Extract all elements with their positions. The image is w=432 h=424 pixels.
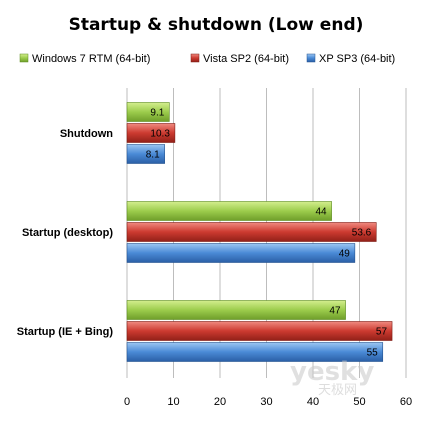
- tick-label: 30: [260, 396, 272, 408]
- data-label: 49: [339, 249, 351, 260]
- bar: [126, 243, 356, 263]
- data-label: 57: [376, 327, 388, 338]
- data-label: 8.1: [146, 150, 160, 161]
- labels: 0 10 20 30 40 50 60 Shutdown Startup (desktop) St…: [17, 108, 412, 409]
- tick-label: 40: [307, 396, 319, 408]
- chart-title: Startup & shutdown (Low end): [69, 15, 364, 35]
- data-label: 53.6: [352, 228, 372, 239]
- bar: [126, 123, 176, 143]
- legend-swatch: [19, 53, 29, 63]
- legend-item: Vista SP2 (64-bit): [190, 53, 289, 65]
- legend-item: Windows 7 RTM (64-bit): [19, 53, 150, 65]
- bar: [126, 342, 384, 362]
- legend-swatch: [190, 53, 200, 63]
- tick-label: 0: [124, 396, 130, 408]
- bar: [126, 201, 332, 221]
- legend-label: Vista SP2 (64-bit): [203, 53, 289, 65]
- data-label: 10.3: [150, 129, 170, 140]
- bar: [126, 321, 393, 341]
- data-label: 44: [315, 207, 327, 218]
- data-label: 47: [329, 306, 341, 317]
- legend-swatch: [306, 53, 316, 63]
- data-label: 9.1: [150, 108, 164, 119]
- bar: [126, 222, 377, 242]
- tick-label: 50: [353, 396, 365, 408]
- watermark-subtext: 天极网: [318, 383, 357, 398]
- tick-label: 10: [167, 396, 179, 408]
- tick-label: 60: [400, 396, 412, 408]
- data-label: 55: [367, 348, 379, 359]
- category-label: Startup (desktop): [22, 227, 113, 239]
- legend-label: XP SP3 (64-bit): [319, 53, 395, 65]
- bar: [126, 144, 165, 164]
- legend: Windows 7 RTM (64-bit) Vista SP2 (64-bit)…: [19, 53, 395, 65]
- watermark: yesky: [290, 357, 374, 387]
- bars: [126, 102, 393, 362]
- category-label: Startup (IE + Bing): [17, 326, 114, 338]
- legend-label: Windows 7 RTM (64-bit): [32, 53, 150, 65]
- bar: [126, 300, 346, 320]
- category-label: Shutdown: [60, 128, 113, 140]
- tick-label: 20: [214, 396, 226, 408]
- legend-item: XP SP3 (64-bit): [306, 53, 395, 65]
- bar: [126, 102, 170, 122]
